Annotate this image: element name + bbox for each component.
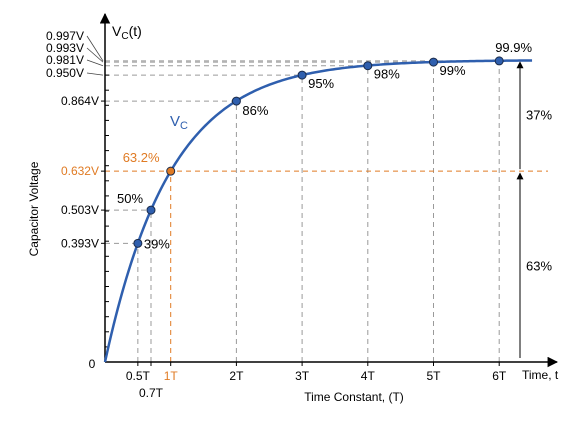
x-tick-label: 6T (492, 369, 507, 383)
x-tick-label: 1T (164, 369, 179, 383)
lower-span-label: 63% (526, 259, 552, 274)
y-stacked-tick-label: 0.997V (46, 29, 84, 43)
percentage-span-annotations: 37% 63% (516, 61, 552, 358)
data-point (363, 61, 373, 71)
vc-curve-label-main: V (170, 113, 180, 130)
data-point-label: 99% (440, 63, 466, 78)
x-axis-end-label: Time, t (522, 368, 559, 382)
x-tick-label: 0.7T (139, 386, 164, 400)
data-point (231, 96, 241, 106)
vc-curve-label: VC (170, 113, 188, 132)
upper-span-label: 37% (526, 108, 552, 123)
y-stacked-tick-label: 0.981V (46, 53, 84, 67)
data-point (133, 238, 143, 248)
vc-curve-label-subscript: C (180, 120, 188, 132)
data-points-layer (133, 56, 504, 248)
y-stacked-leader-line (86, 47, 104, 63)
x-tick-label: 3T (295, 369, 310, 383)
y-tick-label: 0.864V (61, 94, 99, 108)
y-axis-title-subscript: C (121, 31, 128, 42)
data-point-label: 50% (117, 191, 143, 206)
y-stacked-tick-label: 0.993V (46, 41, 84, 55)
data-point-label: 86% (242, 103, 268, 118)
x-tick-label: 5T (426, 369, 441, 383)
data-point (494, 56, 504, 66)
y-axis-title-main: V (112, 23, 122, 39)
data-point (429, 57, 438, 67)
y-stacked-leader-line (86, 35, 104, 62)
y-axis-title-suffix: (t) (129, 23, 142, 39)
x-tick-label: 4T (361, 369, 376, 383)
y-tick-label: 0.503V (61, 203, 99, 217)
x-tick-label: 0.5T (126, 369, 151, 383)
data-point-label: 39% (144, 236, 170, 251)
data-point-label: 98% (374, 67, 400, 82)
y-stacked-leader-line (86, 72, 104, 76)
y-stacked-tick-label: 0.950V (46, 66, 84, 80)
guide-lines-layer (105, 60, 548, 362)
y-axis-title: VC(t) (112, 23, 142, 42)
origin-label: 0 (89, 357, 96, 371)
y-tick-label: 0.393V (61, 236, 99, 250)
data-point-label: 99.9% (495, 40, 532, 55)
x-tick-label: 2T (229, 369, 244, 383)
axes-layer (99, 12, 559, 368)
y-stacked-leader-line (86, 59, 104, 67)
vc-charging-curve (103, 59, 533, 363)
x-axis-label: Time Constant, (T) (304, 390, 404, 404)
y-tick-label: 0.632V (61, 164, 99, 178)
data-point (146, 205, 156, 215)
data-point-label: 95% (308, 76, 334, 91)
tick-marks-layer (86, 35, 500, 366)
data-point (166, 166, 176, 176)
y-axis-label: Capacitor Voltage (27, 161, 41, 256)
data-point (297, 70, 307, 80)
data-point-label: 63.2% (123, 150, 160, 165)
